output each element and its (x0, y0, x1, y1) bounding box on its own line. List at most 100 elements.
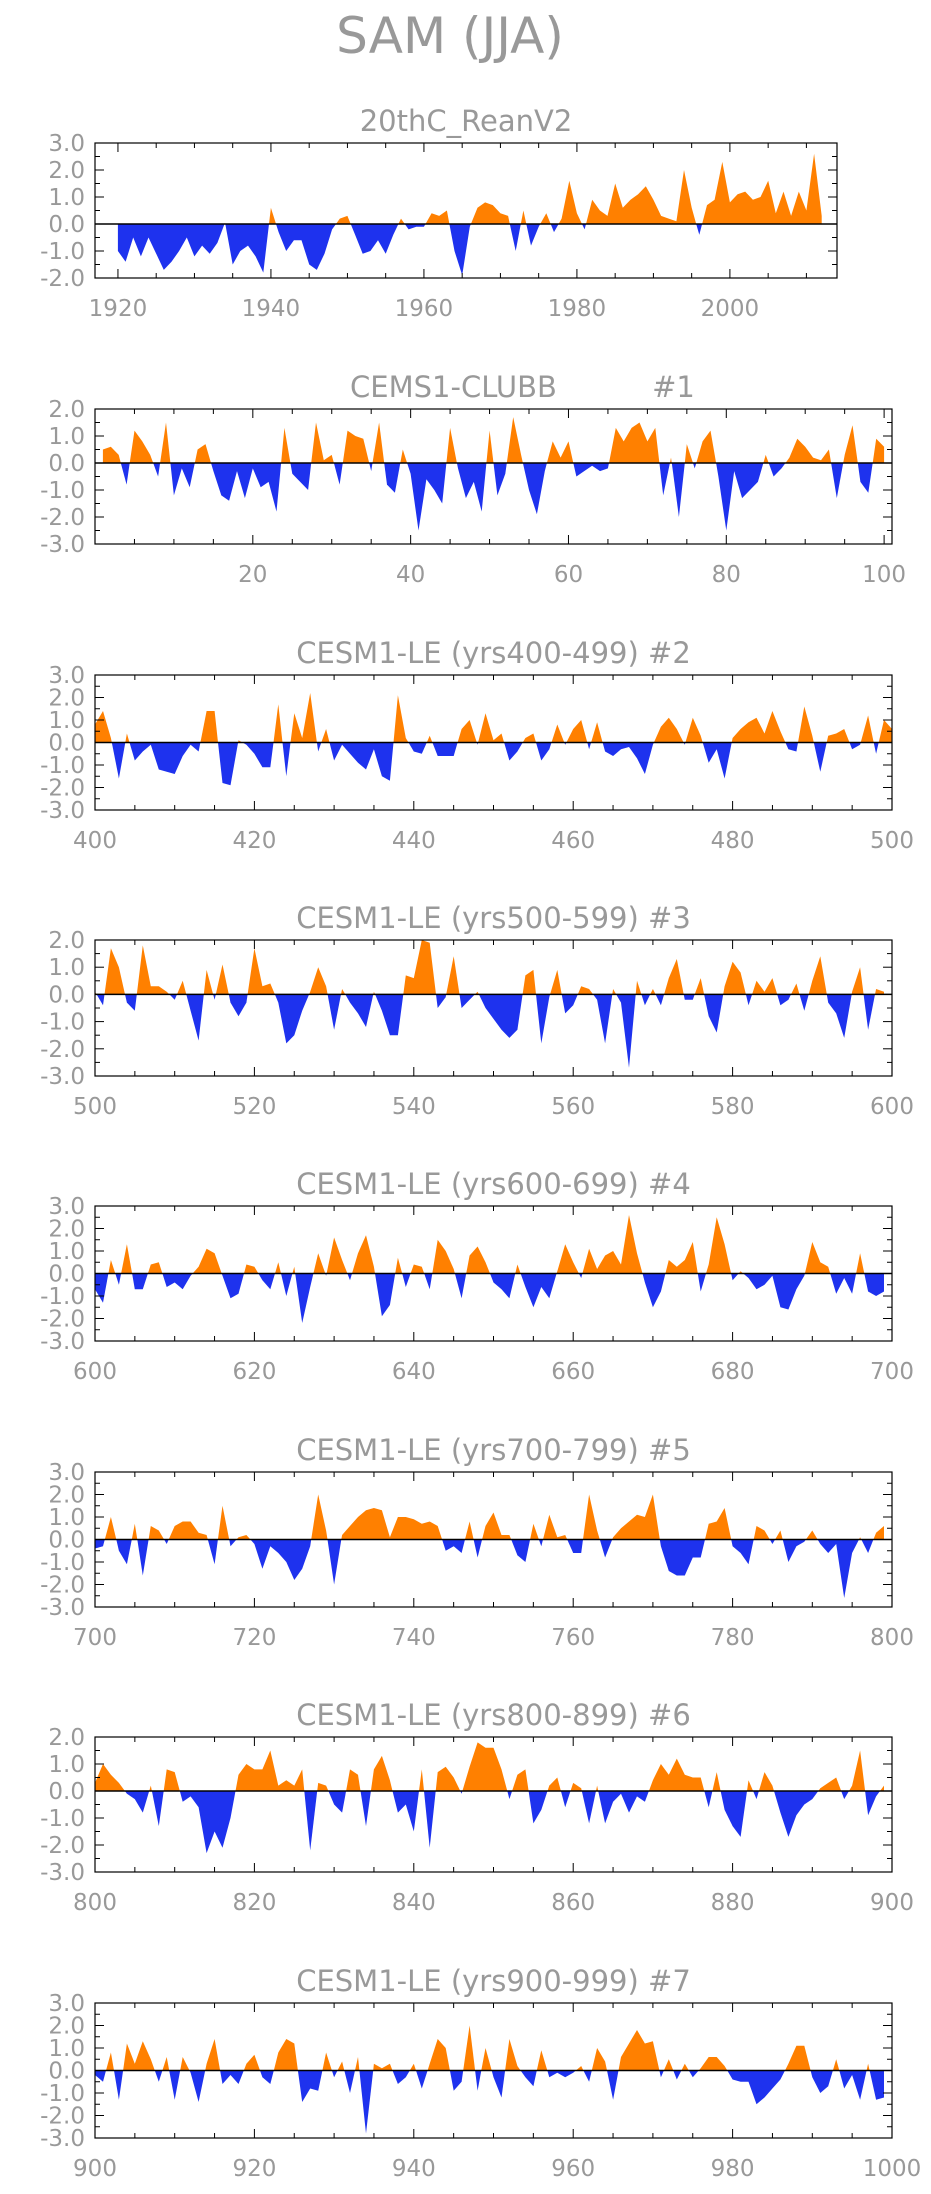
positive-anomaly-area (108, 1260, 116, 1274)
negative-anomaly-area (115, 1273, 122, 1285)
positive-anomaly-area (536, 2050, 548, 2071)
negative-anomaly-area (213, 994, 216, 1000)
positive-anomaly-area (705, 1508, 732, 1540)
x-tick-label: 940 (392, 2156, 436, 2182)
negative-anomaly-area (491, 2070, 506, 2098)
negative-anomaly-area (511, 1539, 531, 1562)
negative-anomaly-area (329, 742, 394, 781)
positive-anomaly-area (425, 210, 450, 224)
positive-anomaly-area (121, 1244, 133, 1274)
positive-anomaly-area (393, 695, 409, 743)
x-tick-label: 420 (232, 828, 276, 854)
positive-anomaly-area (217, 1505, 230, 1540)
y-tick-label: 1.0 (48, 2036, 85, 2062)
positive-anomaly-area (804, 1242, 831, 1274)
positive-anomaly-area (880, 1785, 884, 1791)
positive-anomaly-area (698, 2057, 728, 2071)
negative-anomaly-area (659, 1539, 705, 1576)
negative-anomaly-area (189, 2070, 206, 2102)
negative-anomaly-area (522, 463, 547, 515)
positive-anomaly-area (309, 967, 328, 995)
negative-anomaly-area (164, 1539, 169, 1544)
positive-anomaly-area (798, 706, 814, 743)
x-tick-label: 1000 (863, 2156, 922, 2182)
negative-anomaly-area (360, 1791, 371, 1827)
positive-anomaly-area (723, 961, 746, 995)
positive-anomaly-area (470, 202, 510, 224)
positive-anomaly-area (311, 1494, 328, 1540)
positive-anomaly-area (129, 430, 154, 463)
x-tick-label: 640 (392, 1359, 436, 1385)
x-tick-label: 1920 (89, 296, 148, 322)
positive-anomaly-area (311, 422, 334, 463)
y-tick-label: 2.0 (48, 928, 85, 954)
negative-anomaly-area (567, 1539, 583, 1553)
negative-anomaly-area (743, 1273, 805, 1310)
negative-anomaly-area (132, 1273, 148, 1290)
negative-anomaly-area (861, 1539, 874, 1553)
y-tick-label: -1.0 (40, 239, 85, 265)
negative-anomaly-area (769, 1539, 776, 1544)
negative-anomaly-area (720, 1791, 747, 1837)
negative-anomaly-area (864, 1273, 884, 1296)
positive-anomaly-area (465, 1521, 474, 1540)
negative-anomaly-area (704, 1791, 713, 1808)
positive-anomaly-area (635, 980, 642, 995)
positive-anomaly-area (747, 1780, 754, 1791)
negative-anomaly-area (830, 1273, 857, 1294)
positive-anomaly-area (373, 2063, 393, 2071)
positive-anomaly-area (583, 1494, 600, 1540)
positive-anomaly-area (763, 454, 769, 463)
negative-anomaly-area (242, 742, 274, 768)
x-tick-label: 900 (73, 2156, 117, 2182)
positive-anomaly-area (540, 213, 551, 224)
y-tick-label: 3.0 (48, 1991, 85, 2017)
negative-anomaly-area (598, 1791, 649, 1824)
positive-anomaly-area (586, 170, 697, 224)
y-tick-label: 1.0 (48, 955, 85, 981)
panel-title: CESM1-LE (yrs400-499) #2 (296, 636, 691, 670)
negative-anomaly-area (350, 224, 399, 254)
positive-anomaly-area (478, 713, 505, 743)
positive-anomaly-area (336, 215, 351, 224)
positive-anomaly-area (168, 1521, 208, 1540)
panel-subtitle: #1 (652, 370, 695, 404)
positive-anomaly-area (875, 989, 884, 995)
negative-anomaly-area (359, 2070, 374, 2134)
positive-anomaly-area (558, 180, 582, 224)
negative-anomaly-area (408, 742, 427, 754)
x-tick-label: 480 (711, 828, 755, 854)
negative-anomaly-area (290, 463, 312, 490)
positive-anomaly-area (791, 983, 800, 995)
negative-anomaly-area (831, 463, 844, 499)
positive-anomaly-area (706, 1217, 732, 1274)
negative-anomaly-area (745, 994, 753, 1006)
positive-anomaly-area (612, 989, 617, 995)
positive-anomaly-area (462, 1742, 508, 1791)
positive-anomaly-area (612, 1494, 660, 1540)
x-tick-label: 80 (712, 562, 741, 588)
positive-anomaly-area (685, 717, 703, 743)
positive-anomaly-area (577, 986, 594, 995)
negative-anomaly-area (560, 1791, 571, 1808)
positive-anomaly-area (522, 969, 536, 995)
y-tick-label: 1.0 (48, 1752, 85, 1778)
negative-anomaly-area (582, 224, 586, 230)
negative-anomaly-area (229, 1539, 237, 1547)
negative-anomaly-area (547, 2070, 576, 2078)
positive-anomaly-area (547, 1777, 561, 1791)
positive-anomaly-area (326, 1237, 348, 1274)
negative-anomaly-area (95, 2070, 106, 2082)
negative-anomaly-area (274, 994, 310, 1044)
positive-anomaly-area (160, 422, 171, 463)
y-tick-label: 0.0 (48, 1262, 85, 1288)
y-tick-label: -1.0 (40, 2081, 85, 2107)
positive-anomaly-area (669, 457, 672, 463)
positive-anomaly-area (403, 940, 436, 995)
negative-anomaly-area (659, 463, 670, 496)
positive-anomaly-area (419, 1769, 424, 1791)
y-tick-label: -2.0 (40, 266, 85, 292)
x-tick-label: 40 (396, 562, 425, 588)
